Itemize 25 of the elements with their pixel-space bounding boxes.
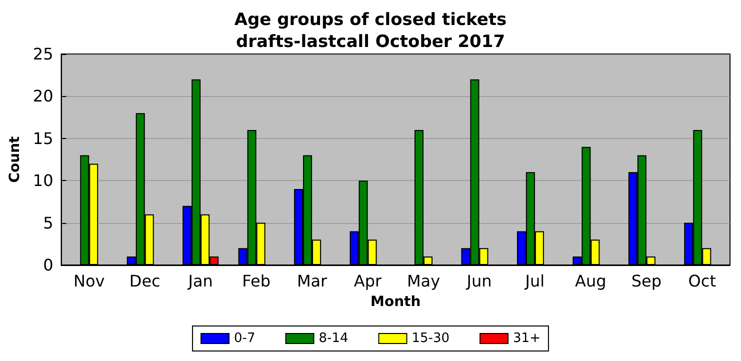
x-tick-label: Jan	[187, 272, 213, 290]
y-tick-label: 15	[32, 128, 54, 148]
y-axis-title: Count	[7, 136, 23, 183]
y-tick-label: 25	[32, 44, 54, 64]
x-tick-label: Apr	[354, 272, 382, 290]
legend-label: 8-14	[318, 331, 348, 346]
x-tick-label: Jul	[524, 272, 545, 290]
x-tick-label: Oct	[688, 272, 716, 290]
x-tick-label: Mar	[296, 272, 328, 290]
y-tick-label: 0	[43, 256, 54, 274]
y-tick-label: 10	[32, 171, 54, 190]
x-tick-label: Aug	[575, 272, 606, 290]
x-tick-label: Nov	[74, 272, 105, 290]
chart-title: Age groups of closed tickets drafts-lastcall October 2017	[234, 10, 507, 52]
x-tick-label: Sep	[631, 272, 662, 290]
x-tick-label: Feb	[242, 272, 270, 290]
legend-label: 15-30	[412, 331, 450, 346]
y-tick-label: 5	[43, 213, 54, 232]
y-tick-label: 20	[32, 86, 54, 106]
legend-label: 31+	[513, 331, 540, 346]
x-tick-label: Jun	[466, 272, 492, 290]
x-tick-label: Dec	[129, 272, 160, 290]
x-tick-label: May	[406, 272, 440, 290]
x-axis-title: Month	[370, 294, 421, 310]
legend-label: 0-7	[234, 331, 256, 346]
